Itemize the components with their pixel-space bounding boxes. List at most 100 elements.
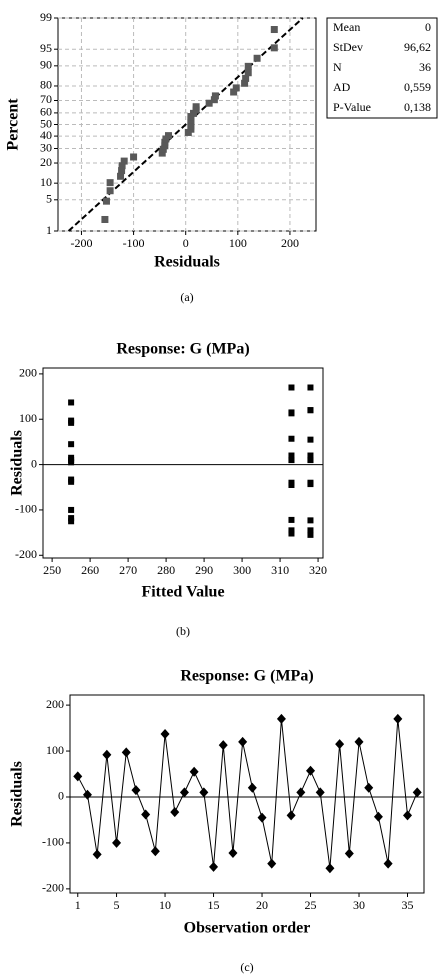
marker [412,787,422,798]
y-tick-label: 200 [46,697,64,711]
marker [288,527,295,534]
marker [307,436,314,443]
marker [247,782,257,793]
marker [403,810,413,821]
marker [68,399,75,406]
marker [117,172,125,180]
marker [253,54,261,62]
marker [211,92,219,100]
chart-title: Response: G (MPa) [180,668,313,685]
marker [296,787,306,798]
marker [158,149,166,157]
marker [68,506,75,513]
fit-line [67,17,304,232]
x-tick-label: 310 [271,563,289,577]
x-tick-label: 290 [195,563,213,577]
x-tick-label: -200 [70,236,92,250]
marker [160,729,170,740]
y-tick-label: -200 [42,881,64,895]
y-tick-label: 70 [40,92,52,106]
marker [205,99,213,107]
stat-label: StDev [333,40,363,54]
marker [131,785,141,796]
marker [189,766,199,777]
y-tick-label: 5 [46,192,52,206]
marker [102,749,112,760]
marker [315,787,325,798]
marker [164,132,172,140]
y-tick-label: 10 [40,175,52,189]
marker [307,384,314,391]
x-tick-label: 30 [353,898,365,912]
y-axis-label: Percent [5,98,22,151]
stats-box [326,17,438,119]
y-tick-label: 100 [46,743,64,757]
marker [68,478,75,485]
marker [307,531,314,538]
marker [307,407,314,414]
y-tick-label: 50 [40,116,52,130]
marker [257,812,267,823]
marker [102,197,110,205]
x-tick-label: 280 [157,563,175,577]
x-tick-label: 270 [119,563,137,577]
x-axis-label: Fitted Value [141,584,224,601]
marker [276,713,286,724]
y-tick-label: 90 [40,58,52,72]
marker [307,457,314,464]
x-tick-label: 260 [81,563,99,577]
marker [270,44,278,52]
marker [288,530,295,537]
plot-frame [42,367,324,559]
marker [244,69,252,77]
marker [73,771,83,782]
caption: (c) [240,960,253,974]
chart-title: Response: G (MPa) [116,341,249,358]
x-tick-label: 20 [256,898,268,912]
marker [192,103,200,111]
marker [373,811,383,822]
marker [286,810,296,821]
marker [307,452,314,459]
marker [218,740,228,751]
marker [161,142,169,150]
y-tick-label: 20 [40,155,52,169]
marker [393,713,403,724]
stat-value: 0 [425,20,431,34]
x-tick-label: 0 [183,236,189,250]
marker [270,26,278,34]
caption: (b) [176,624,190,638]
marker [121,747,131,758]
marker [118,167,126,175]
stat-value: 0,138 [404,100,431,114]
marker [354,736,364,747]
x-tick-label: 320 [309,563,327,577]
y-axis-label: Residuals [9,430,26,496]
marker [288,481,295,488]
marker [159,145,167,153]
marker [307,517,314,524]
plot-frame [69,694,425,894]
y-tick-label: 99 [40,10,52,24]
x-tick-label: 200 [281,236,299,250]
y-tick-label: 200 [19,366,37,380]
marker [106,179,114,187]
y-axis-label: Residuals [9,761,26,827]
marker [230,88,238,96]
stat-label: Mean [333,20,360,34]
y-tick-label: 40 [40,128,52,142]
x-tick-label: 10 [159,898,171,912]
marker [288,457,295,464]
marker [106,187,114,195]
marker [288,435,295,442]
y-tick-label: 1 [46,223,52,237]
series-line [77,718,418,869]
marker [383,858,393,869]
y-tick-label: 60 [40,105,52,119]
y-tick-label: 100 [19,411,37,425]
y-tick-label: 0 [31,456,37,470]
marker [288,452,295,459]
marker [241,79,249,87]
x-tick-label: 300 [233,563,251,577]
x-axis-label: Residuals [154,254,220,271]
